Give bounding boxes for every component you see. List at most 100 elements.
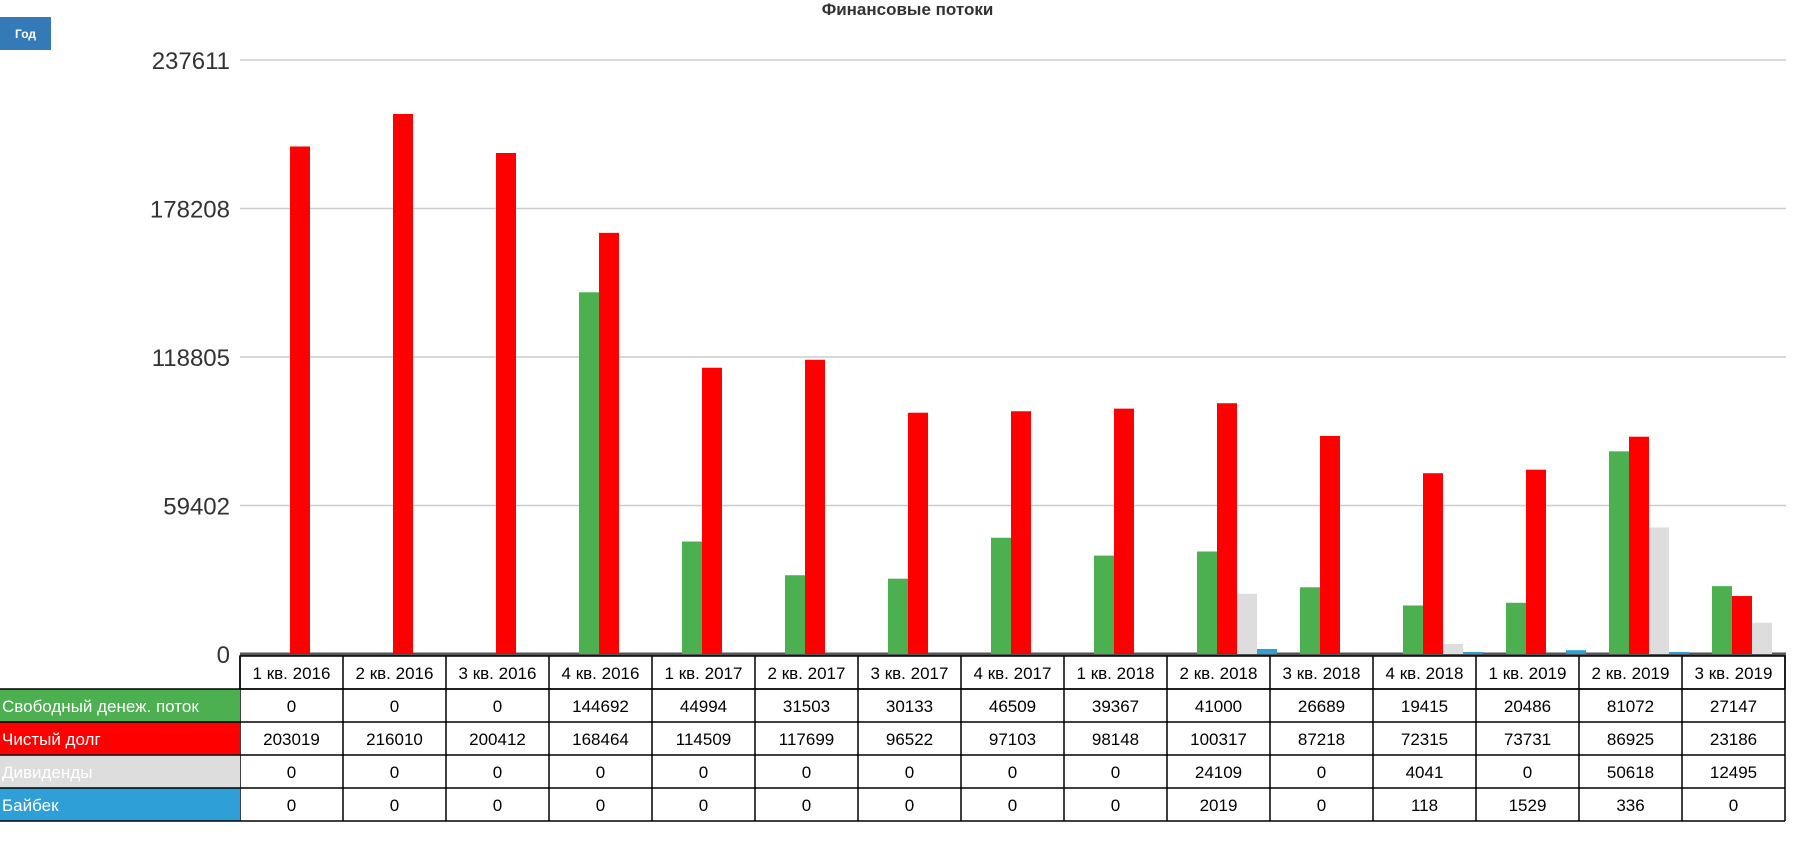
legend-label-1: Свободный денеж. поток: [2, 697, 199, 716]
x-tick-label: 1 кв. 2017: [665, 664, 743, 683]
data-label-4-10: 2019: [1200, 796, 1238, 815]
bar-2-6[interactable]: [805, 359, 825, 654]
bar-3-14[interactable]: [1649, 527, 1669, 654]
y-tick-label: 178208: [150, 197, 230, 224]
data-label-1-1: 0: [287, 697, 296, 716]
bar-2-12[interactable]: [1423, 473, 1443, 654]
data-label-3-1: 0: [287, 763, 296, 782]
bar-4-13[interactable]: [1566, 650, 1586, 654]
y-tick-label: 0: [217, 642, 230, 669]
bar-3-12[interactable]: [1443, 643, 1463, 654]
bar-1-4[interactable]: [579, 292, 599, 654]
data-label-1-11: 26689: [1298, 697, 1345, 716]
bar-2-11[interactable]: [1320, 435, 1340, 654]
data-label-4-7: 0: [905, 796, 914, 815]
data-label-1-3: 0: [493, 697, 502, 716]
data-label-2-8: 97103: [989, 730, 1036, 749]
data-label-1-9: 39367: [1092, 697, 1139, 716]
data-label-2-4: 168464: [572, 730, 629, 749]
data-label-4-12: 118: [1411, 796, 1438, 815]
x-tick-label: 1 кв. 2019: [1489, 664, 1567, 683]
data-label-1-5: 44994: [680, 697, 727, 716]
data-label-3-14: 50618: [1607, 763, 1654, 782]
data-label-2-11: 87218: [1298, 730, 1345, 749]
bar-2-9[interactable]: [1114, 408, 1134, 654]
data-label-3-7: 0: [905, 763, 914, 782]
chart-title: Финансовые потоки: [821, 0, 994, 19]
data-label-2-6: 117699: [779, 730, 834, 749]
bar-1-10[interactable]: [1197, 551, 1217, 654]
data-label-4-3: 0: [493, 796, 502, 815]
bar-1-15[interactable]: [1712, 586, 1732, 654]
bar-2-4[interactable]: [599, 232, 619, 654]
bar-2-14[interactable]: [1629, 436, 1649, 654]
bar-1-14[interactable]: [1609, 451, 1629, 654]
y-tick-label: 237611: [152, 48, 230, 75]
bar-1-9[interactable]: [1094, 555, 1114, 654]
period-year-button[interactable]: Год: [0, 17, 51, 50]
data-label-1-8: 46509: [989, 697, 1036, 716]
bar-1-6[interactable]: [785, 575, 805, 654]
x-tick-label: 2 кв. 2019: [1592, 664, 1670, 683]
data-label-2-9: 98148: [1092, 730, 1139, 749]
data-label-4-15: 0: [1729, 796, 1738, 815]
data-label-1-10: 41000: [1195, 697, 1242, 716]
bar-4-12[interactable]: [1463, 652, 1483, 654]
bar-1-11[interactable]: [1300, 587, 1320, 654]
legend-swatch-3: [0, 755, 240, 788]
x-tick-label: 2 кв. 2017: [768, 664, 846, 683]
bar-4-14[interactable]: [1669, 652, 1689, 654]
data-label-3-3: 0: [493, 763, 502, 782]
data-label-1-2: 0: [390, 697, 399, 716]
bar-4-10[interactable]: [1257, 648, 1277, 654]
bar-2-15[interactable]: [1732, 596, 1752, 654]
data-label-1-12: 19415: [1401, 697, 1448, 716]
data-label-1-15: 27147: [1710, 697, 1757, 716]
data-label-4-5: 0: [699, 796, 708, 815]
bar-1-12[interactable]: [1403, 605, 1423, 654]
y-tick-label: 59402: [163, 494, 230, 521]
x-tick-label: 4 кв. 2017: [974, 664, 1052, 683]
data-label-2-15: 23186: [1710, 730, 1757, 749]
data-label-2-7: 96522: [886, 730, 933, 749]
bar-1-7[interactable]: [888, 578, 908, 654]
data-label-4-1: 0: [287, 796, 296, 815]
legend-swatch-4: [0, 788, 240, 821]
legend-label-2: Чистый долг: [2, 730, 101, 749]
bar-3-10[interactable]: [1237, 593, 1257, 654]
data-label-2-10: 100317: [1190, 730, 1247, 749]
bar-2-1[interactable]: [290, 146, 310, 654]
bar-2-3[interactable]: [496, 152, 516, 654]
x-tick-label: 2 кв. 2018: [1180, 664, 1258, 683]
data-label-4-4: 0: [596, 796, 605, 815]
x-tick-label: 4 кв. 2018: [1386, 664, 1464, 683]
legend-label-3: Дивиденды: [2, 763, 92, 782]
data-label-4-2: 0: [390, 796, 399, 815]
bar-1-5[interactable]: [682, 541, 702, 654]
bar-2-2[interactable]: [393, 114, 413, 654]
x-tick-label: 1 кв. 2018: [1077, 664, 1155, 683]
data-label-4-9: 0: [1111, 796, 1120, 815]
bar-2-10[interactable]: [1217, 403, 1237, 654]
data-label-3-13: 0: [1523, 763, 1532, 782]
x-tick-label: 3 кв. 2019: [1695, 664, 1773, 683]
data-label-2-13: 73731: [1504, 730, 1551, 749]
x-tick-label: 1 кв. 2016: [253, 664, 331, 683]
bar-3-15[interactable]: [1752, 622, 1772, 654]
data-label-4-11: 0: [1317, 796, 1326, 815]
x-tick-label: 2 кв. 2016: [356, 664, 434, 683]
bar-2-8[interactable]: [1011, 411, 1031, 654]
data-label-3-4: 0: [596, 763, 605, 782]
bar-1-8[interactable]: [991, 537, 1011, 654]
legend-swatch-2: [0, 722, 240, 755]
data-label-3-10: 24109: [1195, 763, 1242, 782]
bar-1-13[interactable]: [1506, 602, 1526, 654]
data-label-4-8: 0: [1008, 796, 1017, 815]
data-label-4-6: 0: [802, 796, 811, 815]
bar-2-7[interactable]: [908, 412, 928, 654]
bar-2-13[interactable]: [1526, 469, 1546, 654]
data-label-1-7: 30133: [886, 697, 933, 716]
bar-2-5[interactable]: [702, 367, 722, 654]
data-label-3-12: 4041: [1406, 763, 1444, 782]
